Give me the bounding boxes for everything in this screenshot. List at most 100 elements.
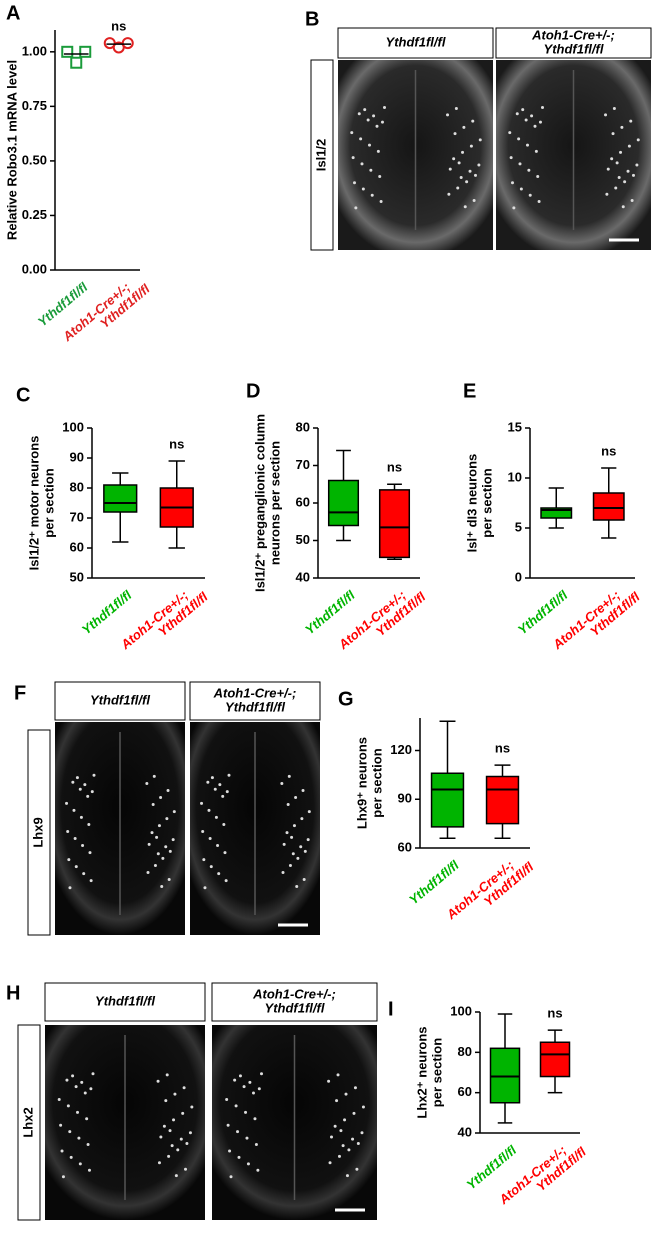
cell: [335, 1099, 339, 1103]
panel-letter: I: [388, 998, 394, 1020]
cell: [379, 200, 383, 204]
cell: [296, 856, 300, 860]
y-tick-label: 40: [458, 1124, 472, 1139]
cell: [66, 829, 70, 833]
stain-box: [17, 1024, 41, 1221]
cell: [465, 180, 469, 184]
cell: [302, 878, 306, 882]
cell: [605, 192, 609, 196]
y-tick-label: 60: [70, 539, 84, 554]
cell: [188, 1131, 192, 1135]
cell: [147, 842, 151, 846]
y-axis-label: per section: [41, 468, 56, 537]
point: [79, 45, 92, 58]
cell: [363, 108, 367, 112]
y-axis-label: Lhx2⁺ neurons: [414, 1026, 429, 1118]
cell: [623, 180, 627, 184]
y-tick-label: 80: [458, 1044, 472, 1059]
cell: [242, 1085, 246, 1089]
cell: [83, 783, 87, 787]
cell: [171, 838, 175, 842]
cell: [378, 174, 382, 178]
genotype-label: Atoh1-Cre+/-;: [252, 986, 336, 1001]
cell: [347, 1148, 351, 1152]
cell: [190, 1105, 194, 1109]
cell: [303, 849, 307, 853]
cell: [236, 1130, 240, 1134]
cell: [604, 113, 608, 117]
y-tick-label: 60: [458, 1084, 472, 1099]
y-tick-label: 100: [62, 419, 84, 434]
cell: [68, 1130, 72, 1134]
cell: [78, 1162, 82, 1166]
box: [485, 775, 520, 825]
cell: [252, 1091, 256, 1095]
cell: [167, 878, 171, 882]
cell: [87, 822, 91, 826]
cell: [459, 176, 463, 180]
y-tick-label: 0: [515, 569, 522, 584]
cell: [629, 119, 633, 123]
cell: [57, 1097, 61, 1101]
box: [540, 507, 573, 519]
cell: [380, 120, 384, 124]
cell: [225, 1097, 229, 1101]
cell: [477, 163, 481, 167]
y-tick-label: 50: [296, 532, 310, 547]
cell: [209, 865, 213, 869]
cell: [260, 1072, 263, 1076]
y-tick-label: 90: [398, 791, 412, 806]
cell: [75, 776, 79, 780]
cell: [164, 1099, 168, 1103]
box: [430, 772, 465, 828]
cell: [286, 803, 290, 807]
cell: [370, 193, 374, 197]
cell: [201, 829, 205, 833]
cell: [166, 788, 170, 792]
cell: [361, 1105, 365, 1109]
y-axis-label: Isl⁺ dI3 neurons: [464, 454, 479, 553]
stain-label: Isl1/2: [313, 139, 328, 172]
cell: [383, 106, 386, 109]
cell: [87, 1168, 91, 1172]
cell: [88, 851, 92, 855]
cell: [223, 851, 227, 855]
cell: [369, 168, 373, 172]
cell: [351, 1137, 355, 1141]
cell: [301, 788, 305, 792]
cell: [89, 1087, 93, 1091]
cell: [515, 112, 519, 116]
y-axis-label: Lhx9⁺ neurons: [354, 737, 369, 829]
y-tick-label: 100: [450, 1003, 472, 1018]
y-axis-label: Relative Robo3.1 mRNA level: [4, 60, 19, 240]
cell: [537, 200, 541, 204]
box: [592, 492, 625, 521]
significance: ns: [387, 460, 402, 475]
cell: [307, 810, 311, 814]
y-tick-label: 60: [296, 494, 310, 509]
cell: [71, 1074, 75, 1078]
y-axis-label: Isl1/2⁺ preganglionic column: [252, 414, 267, 592]
y-axis-label: Isl1/2⁺ motor neurons: [26, 436, 41, 571]
genotype-label: Ythdf1fl/fl: [386, 34, 446, 49]
cell: [176, 1148, 180, 1152]
genotype-box: [44, 982, 206, 1022]
cell: [337, 1154, 341, 1158]
cell: [165, 1073, 169, 1077]
cell: [630, 199, 634, 203]
cell: [354, 206, 358, 210]
y-tick-label: 15: [508, 419, 522, 434]
stain-box: [310, 59, 334, 251]
cell: [463, 205, 467, 209]
stain-label: Lhx9: [30, 817, 45, 847]
cell: [527, 168, 531, 172]
cell: [353, 1086, 357, 1090]
cell: [182, 1086, 186, 1090]
cell: [626, 169, 630, 173]
cell: [234, 1104, 238, 1108]
y-tick-label: 5: [515, 519, 522, 534]
cell: [78, 787, 82, 791]
y-axis-label: per section: [369, 748, 384, 817]
cell: [615, 161, 619, 165]
cell: [343, 1118, 347, 1122]
